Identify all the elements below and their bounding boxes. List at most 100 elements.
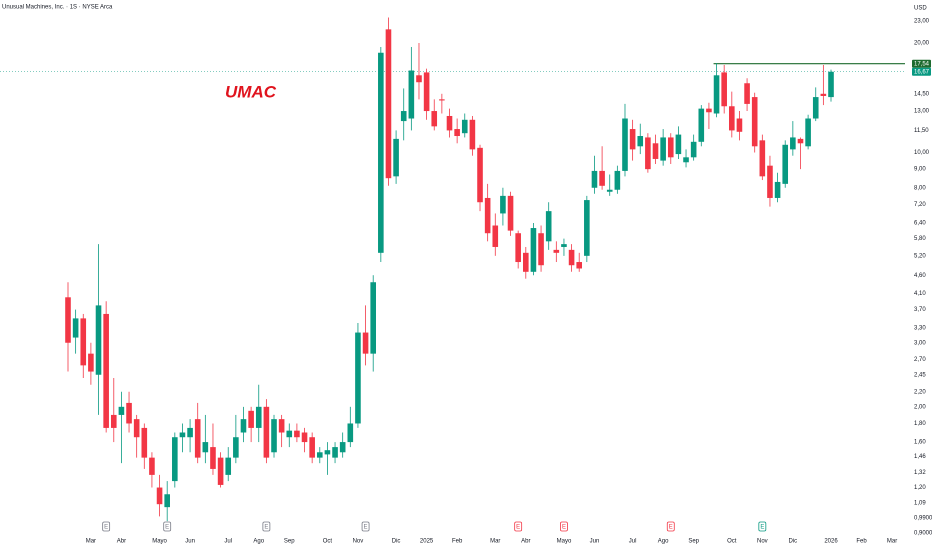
candle-body xyxy=(599,170,605,186)
x-tick-label: Jul xyxy=(629,539,637,545)
earnings-marker xyxy=(262,521,271,532)
candle-body xyxy=(652,143,659,159)
y-tick-label: 20,00 xyxy=(914,41,930,47)
y-tick-label: 3,70 xyxy=(914,307,926,313)
candle-body xyxy=(80,318,87,366)
candle-body xyxy=(194,419,201,458)
x-tick-label: Mar xyxy=(490,539,500,545)
candle-body xyxy=(721,72,727,107)
candle-body xyxy=(797,138,804,144)
candle-body xyxy=(461,119,468,134)
candle-body xyxy=(210,447,216,469)
y-tick-label: 13,00 xyxy=(914,109,930,115)
x-tick-label: Mayo xyxy=(557,539,572,545)
y-tick-label: 2,20 xyxy=(914,389,926,395)
candle-body xyxy=(645,137,651,170)
candle-body xyxy=(263,406,270,458)
candle-body xyxy=(225,457,232,475)
candle-body xyxy=(561,244,567,247)
candle-body xyxy=(454,129,460,137)
candle-body xyxy=(103,313,109,428)
y-tick-label: 0,9900 xyxy=(914,516,932,522)
x-tick-label: Oct xyxy=(323,539,333,545)
candle-body xyxy=(469,119,476,150)
symbol-annotation: UMAC xyxy=(225,82,277,101)
x-tick-label: Feb xyxy=(856,539,867,545)
y-tick-label: 0,9000 xyxy=(914,531,932,537)
earnings-marker xyxy=(560,521,568,532)
candle-body xyxy=(378,52,384,253)
price-tag-label: 17,54 xyxy=(914,61,930,67)
candle-body xyxy=(400,111,407,122)
y-tick-label: 4,60 xyxy=(914,273,926,279)
x-tick-label: Mar xyxy=(86,539,96,545)
earnings-label: E xyxy=(264,525,268,531)
price-tag xyxy=(912,67,931,76)
candle-body xyxy=(790,137,796,150)
y-tick-label: 8,00 xyxy=(914,185,926,191)
candle-body xyxy=(553,249,560,253)
candle-body xyxy=(110,414,117,428)
candle-body xyxy=(515,233,521,263)
y-tick-label: 2,70 xyxy=(914,357,926,363)
candle-body xyxy=(683,157,689,163)
x-tick-label: Dic xyxy=(392,539,401,545)
candle-body xyxy=(408,70,415,119)
candle-body xyxy=(255,406,262,428)
y-tick-label: 2,00 xyxy=(914,404,926,410)
candle-body xyxy=(675,134,682,155)
candle-body xyxy=(591,170,598,188)
candle-body xyxy=(278,419,285,433)
y-tick-label: 23,00 xyxy=(914,18,930,24)
earnings-marker xyxy=(758,521,767,532)
candle-body xyxy=(812,97,819,119)
y-tick-label: 3,00 xyxy=(914,340,926,346)
y-tick-label: 9,00 xyxy=(914,167,926,173)
x-tick-label: Ago xyxy=(253,539,264,545)
y-tick-label: 10,00 xyxy=(914,150,930,156)
x-tick-label: Feb xyxy=(452,539,463,545)
x-tick-label: Jul xyxy=(224,539,232,545)
candle-body xyxy=(446,115,453,131)
x-tick-label: Jun xyxy=(590,539,600,545)
candle-body xyxy=(339,442,346,453)
candle-body xyxy=(172,437,178,482)
candle-body xyxy=(65,297,71,343)
candle-body xyxy=(751,97,758,147)
y-tick-label: 7,20 xyxy=(914,202,926,208)
candle-body xyxy=(744,83,750,104)
candle-body xyxy=(606,189,613,192)
candle-body xyxy=(759,140,766,177)
candle-body xyxy=(523,252,529,272)
y-tick-label: 11,50 xyxy=(914,128,929,134)
candle-body xyxy=(782,144,789,184)
candle-body xyxy=(530,228,537,272)
y-tick-label: 2,45 xyxy=(914,372,926,378)
earnings-label: E xyxy=(104,525,108,531)
candle-body xyxy=(507,195,514,231)
earnings-marker xyxy=(514,521,523,532)
earnings-label: E xyxy=(562,525,566,531)
candle-body xyxy=(568,249,575,266)
candle-body xyxy=(202,442,209,453)
price-tag-label: 16,67 xyxy=(914,69,930,75)
candle-body xyxy=(240,419,247,433)
earnings-label: E xyxy=(364,525,368,531)
candle-body xyxy=(690,141,697,158)
earnings-marker xyxy=(361,521,370,532)
candle-body xyxy=(362,332,369,354)
candle-body xyxy=(271,419,277,453)
x-tick-label: Sep xyxy=(284,539,295,545)
candle-body xyxy=(286,430,293,438)
x-tick-label: Jun xyxy=(185,539,195,545)
x-tick-label: Dic xyxy=(789,539,798,545)
candle-body xyxy=(133,419,140,438)
earnings-label: E xyxy=(165,525,169,531)
chart-title: Unusual Machines, Inc. · 1S · NYSE Arca xyxy=(2,5,113,11)
earnings-marker xyxy=(102,521,111,532)
candle-body xyxy=(736,118,743,132)
candle-body xyxy=(538,233,544,266)
earnings-label: E xyxy=(760,525,764,531)
y-tick-label: 1,09 xyxy=(914,500,926,506)
